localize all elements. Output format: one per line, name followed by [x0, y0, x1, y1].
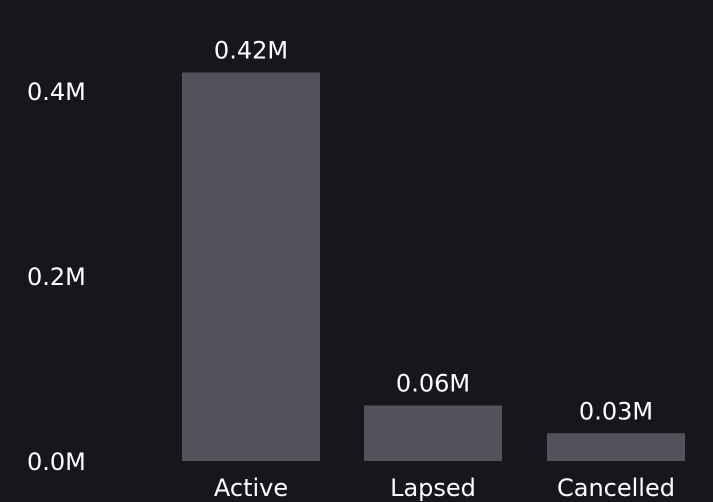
- data-label: 0.06M: [396, 370, 470, 398]
- x-axis: Active Lapsed Cancelled: [214, 474, 675, 502]
- y-tick-label: 0.2M: [27, 263, 86, 291]
- x-tick-label: Lapsed: [390, 474, 476, 502]
- y-axis: 0.0M 0.2M 0.4M: [27, 78, 86, 476]
- bar-active: [182, 72, 320, 461]
- x-tick-label: Active: [214, 474, 288, 502]
- y-tick-label: 0.4M: [27, 78, 86, 106]
- bar-cancelled: [547, 433, 685, 461]
- data-labels-group: 0.42M 0.06M 0.03M: [214, 37, 653, 426]
- data-label: 0.42M: [214, 37, 288, 65]
- x-tick-label: Cancelled: [557, 474, 675, 502]
- bars-group: [182, 72, 685, 461]
- y-tick-label: 0.0M: [27, 448, 86, 476]
- bar-lapsed: [364, 405, 502, 461]
- data-label: 0.03M: [579, 397, 653, 425]
